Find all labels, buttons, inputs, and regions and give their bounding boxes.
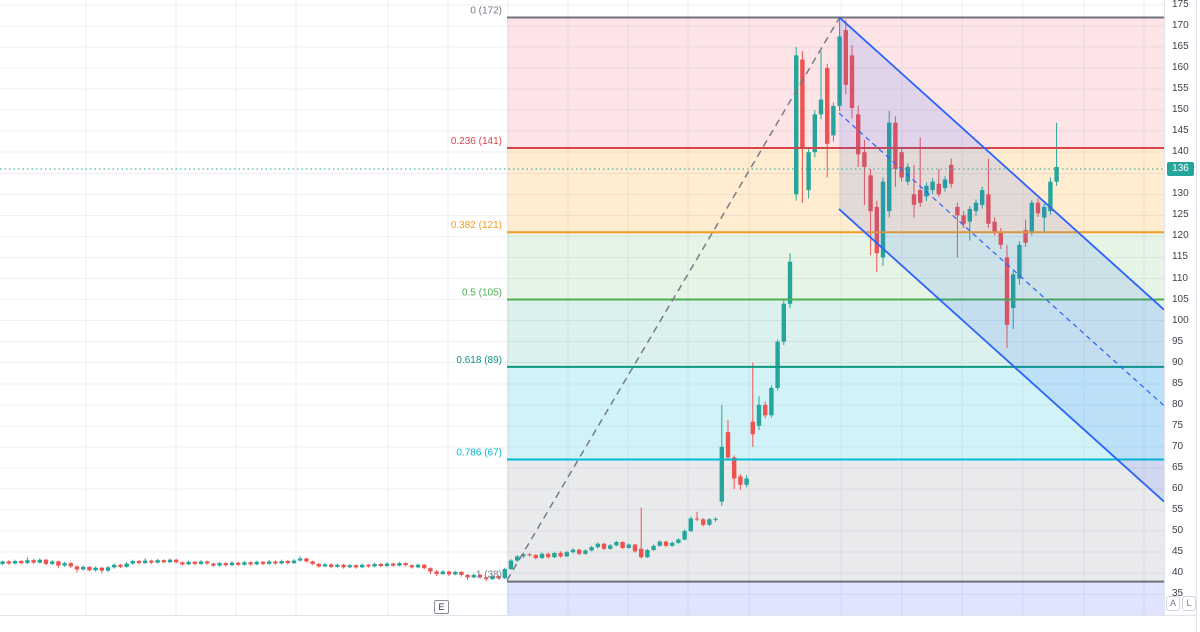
price-tick: 90 bbox=[1172, 356, 1184, 368]
price-tick: 50 bbox=[1172, 525, 1184, 537]
price-tick: 65 bbox=[1172, 461, 1184, 473]
price-tick: 120 bbox=[1172, 230, 1189, 242]
price-tick: 115 bbox=[1172, 251, 1188, 263]
price-tick: 70 bbox=[1172, 440, 1184, 452]
price-tick: 75 bbox=[1172, 419, 1184, 431]
price-tick: 40 bbox=[1172, 567, 1184, 579]
auto-scale-button[interactable]: A bbox=[1166, 596, 1180, 611]
earnings-marker-badge[interactable]: E bbox=[434, 600, 449, 614]
price-tick: 170 bbox=[1172, 19, 1189, 31]
price-tick: 60 bbox=[1172, 483, 1184, 494]
price-tick: 175 bbox=[1172, 0, 1189, 10]
last-price-badge: 136 bbox=[1167, 162, 1194, 177]
price-tick: 80 bbox=[1172, 398, 1184, 410]
price-tick: 160 bbox=[1172, 62, 1189, 73]
time-axis[interactable] bbox=[0, 615, 1200, 632]
fib-label: 0 (172) bbox=[470, 5, 502, 16]
fib-label: 0.618 (89) bbox=[456, 355, 502, 366]
price-tick: 45 bbox=[1172, 546, 1184, 558]
right-pane-divider bbox=[1196, 0, 1200, 632]
price-tick: 105 bbox=[1172, 293, 1189, 305]
fib-label: 0.236 (141) bbox=[451, 136, 502, 147]
price-tick: 110 bbox=[1172, 272, 1188, 284]
fib-label: 0.5 (105) bbox=[462, 288, 502, 299]
fib-label: 0.382 (121) bbox=[451, 220, 502, 231]
log-scale-button[interactable]: L bbox=[1182, 596, 1196, 611]
price-tick: 125 bbox=[1172, 209, 1189, 221]
price-tick: 100 bbox=[1172, 314, 1189, 326]
price-axis[interactable]: 1751701651601551501451401351301251201151… bbox=[1164, 0, 1197, 615]
price-tick: 55 bbox=[1172, 504, 1184, 516]
scale-buttons: A L bbox=[1166, 596, 1196, 611]
price-tick: 35 bbox=[1172, 588, 1184, 600]
price-tick: 140 bbox=[1172, 146, 1189, 158]
fib-label: 0.786 (67) bbox=[456, 448, 502, 459]
price-tick: 95 bbox=[1172, 335, 1184, 347]
price-tick: 150 bbox=[1172, 104, 1189, 116]
price-tick: 155 bbox=[1172, 83, 1189, 95]
price-tick: 145 bbox=[1172, 125, 1189, 137]
price-tick: 165 bbox=[1172, 40, 1189, 52]
price-tick: 130 bbox=[1172, 188, 1189, 200]
price-tick: 85 bbox=[1172, 377, 1184, 389]
fib-label: 1 (38) bbox=[476, 570, 502, 581]
candlestick-plot[interactable]: 0 (172) 0.236 (141) 0.382 (121) 0.5 (105) 0.… bbox=[0, 0, 1164, 615]
